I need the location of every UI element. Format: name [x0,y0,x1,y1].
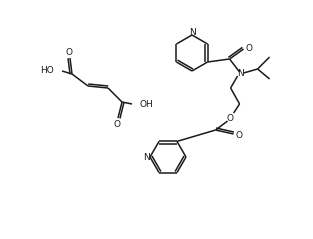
Text: O: O [114,120,121,129]
Text: O: O [245,43,252,53]
Text: N: N [189,27,195,37]
Text: O: O [65,48,73,56]
Text: N: N [143,152,149,162]
Text: O: O [226,114,233,123]
Text: N: N [237,69,244,77]
Text: O: O [235,130,242,140]
Text: OH: OH [140,99,154,109]
Text: HO: HO [40,65,54,75]
